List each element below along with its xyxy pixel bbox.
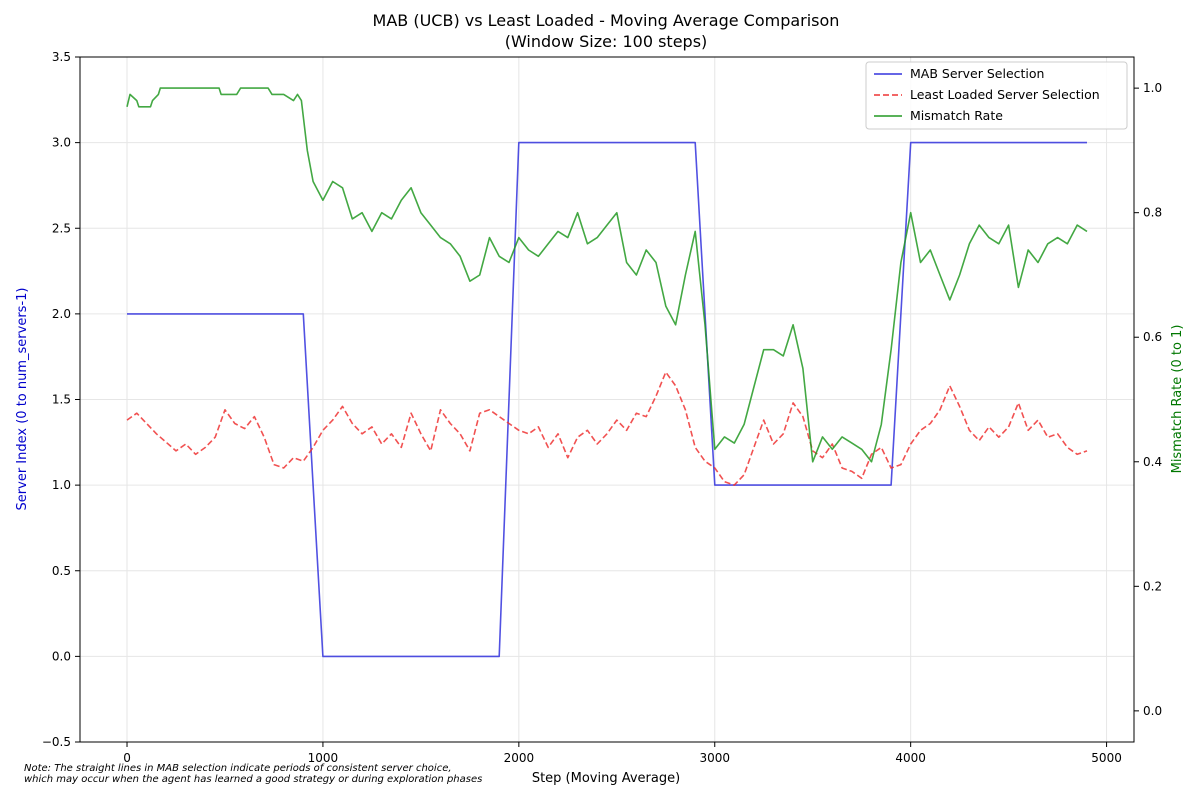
legend-label: MAB Server Selection bbox=[910, 66, 1044, 81]
y-tick-label: 1.0 bbox=[52, 478, 71, 492]
y2-tick-label: 0.0 bbox=[1143, 704, 1162, 718]
series-line-3 bbox=[126, 87, 1088, 463]
series-layer bbox=[126, 87, 1088, 658]
y2-tick-label: 1.0 bbox=[1143, 81, 1162, 95]
y2-tick-label: 0.8 bbox=[1143, 206, 1162, 220]
y-tick-label: 3.0 bbox=[52, 136, 71, 150]
legend-label: Least Loaded Server Selection bbox=[910, 87, 1100, 102]
chart-note: Note: The straight lines in MAB selectio… bbox=[24, 763, 483, 785]
y-tick-label: 0.5 bbox=[52, 564, 71, 578]
y-axis-label: Server Index (0 to num_servers-1) bbox=[15, 288, 30, 511]
y-tick-label: 0.0 bbox=[52, 649, 71, 663]
y2-axis-label: Mismatch Rate (0 to 1) bbox=[1170, 325, 1185, 474]
x-axis-label: Step (Moving Average) bbox=[532, 771, 680, 786]
y2-tick-label: 0.6 bbox=[1143, 330, 1162, 344]
axes: 0 1000 2000 3000 4000 5000 −0.5 0.0 0.5 1.0 1.5 2.0… bbox=[42, 50, 1162, 765]
y2-tick-label: 0.2 bbox=[1143, 579, 1162, 593]
x-tick-label: 4000 bbox=[895, 751, 926, 765]
y-tick-label: 3.5 bbox=[52, 50, 71, 64]
legend-box bbox=[865, 61, 1128, 130]
x-tick-label: 1000 bbox=[308, 751, 339, 765]
legend-label: Mismatch Rate bbox=[910, 108, 1003, 123]
x-tick-label: 0 bbox=[123, 751, 131, 765]
chart-subtitle: (Window Size: 100 steps) bbox=[505, 32, 708, 51]
x-tick-label: 3000 bbox=[699, 751, 730, 765]
y-tick-label: 2.5 bbox=[52, 221, 71, 235]
grid-lines bbox=[80, 56, 1134, 743]
legend: MAB Server Selection Least Loaded Server … bbox=[865, 61, 1128, 130]
y-tick-label: 2.0 bbox=[52, 307, 71, 321]
x-tick-label: 2000 bbox=[504, 751, 535, 765]
chart-title: MAB (UCB) vs Least Loaded - Moving Avera… bbox=[373, 11, 840, 30]
y-tick-label: −0.5 bbox=[42, 735, 71, 749]
y-tick-label: 1.5 bbox=[52, 393, 71, 407]
y2-tick-label: 0.4 bbox=[1143, 455, 1162, 469]
x-tick-label: 5000 bbox=[1091, 751, 1122, 765]
series-line-1 bbox=[127, 141, 1087, 658]
series-line-2 bbox=[126, 371, 1088, 486]
